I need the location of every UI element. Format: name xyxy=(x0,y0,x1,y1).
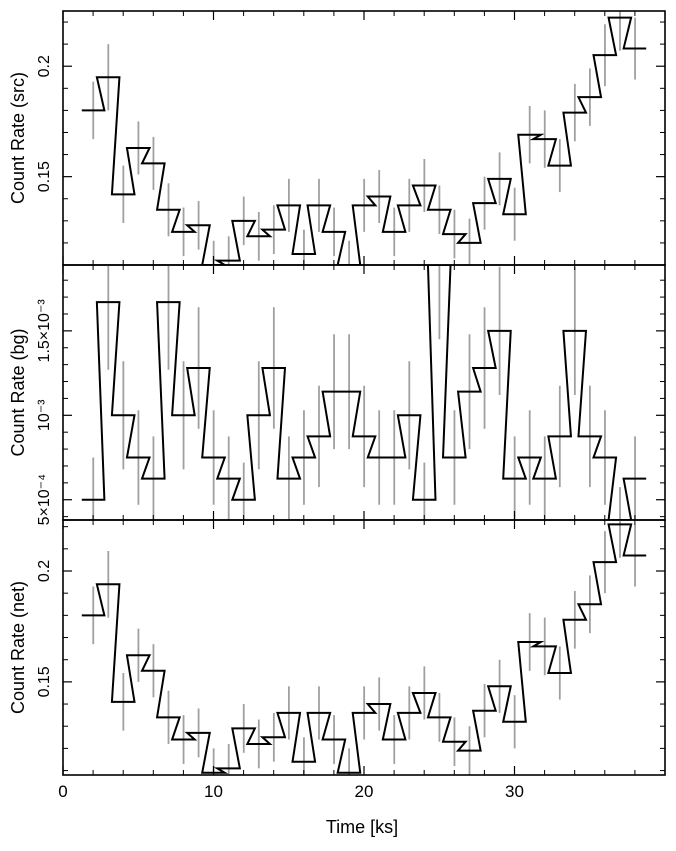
series-step-line xyxy=(81,523,647,774)
y-axis-label: Count Rate (net) xyxy=(8,581,28,714)
y-axis-label: Count Rate (src) xyxy=(8,72,28,204)
panel-bg: 5×10⁻⁴ 10⁻³ 1.5×10⁻³ Count Rate (bg) xyxy=(8,264,666,525)
error-bars xyxy=(92,520,636,775)
y-tick-label: 0.15 xyxy=(36,161,53,192)
y-tick-label: 0.2 xyxy=(36,55,53,77)
x-tick-label: 20 xyxy=(355,782,374,801)
x-tick-label: 30 xyxy=(505,782,524,801)
x-axis-label: Time [ks] xyxy=(326,817,398,837)
y-tick-label: 0.15 xyxy=(36,666,53,697)
series-step-line xyxy=(81,265,647,520)
x-tick-label: 0 xyxy=(58,782,67,801)
series-step-line xyxy=(81,16,647,265)
x-tick-label: 10 xyxy=(204,782,223,801)
panel-net: 0.15 0.2 Count Rate (net) xyxy=(8,519,666,776)
y-axis-label: Count Rate (bg) xyxy=(8,328,28,456)
y-tick-label: 5×10⁻⁴ xyxy=(36,474,53,525)
panel-src: 0.15 0.2 Count Rate (src) xyxy=(8,10,666,266)
y-tick-label: 1.5×10⁻³ xyxy=(36,299,53,363)
y-tick-label: 0.2 xyxy=(36,560,53,582)
y-tick-label: 10⁻³ xyxy=(36,399,53,431)
